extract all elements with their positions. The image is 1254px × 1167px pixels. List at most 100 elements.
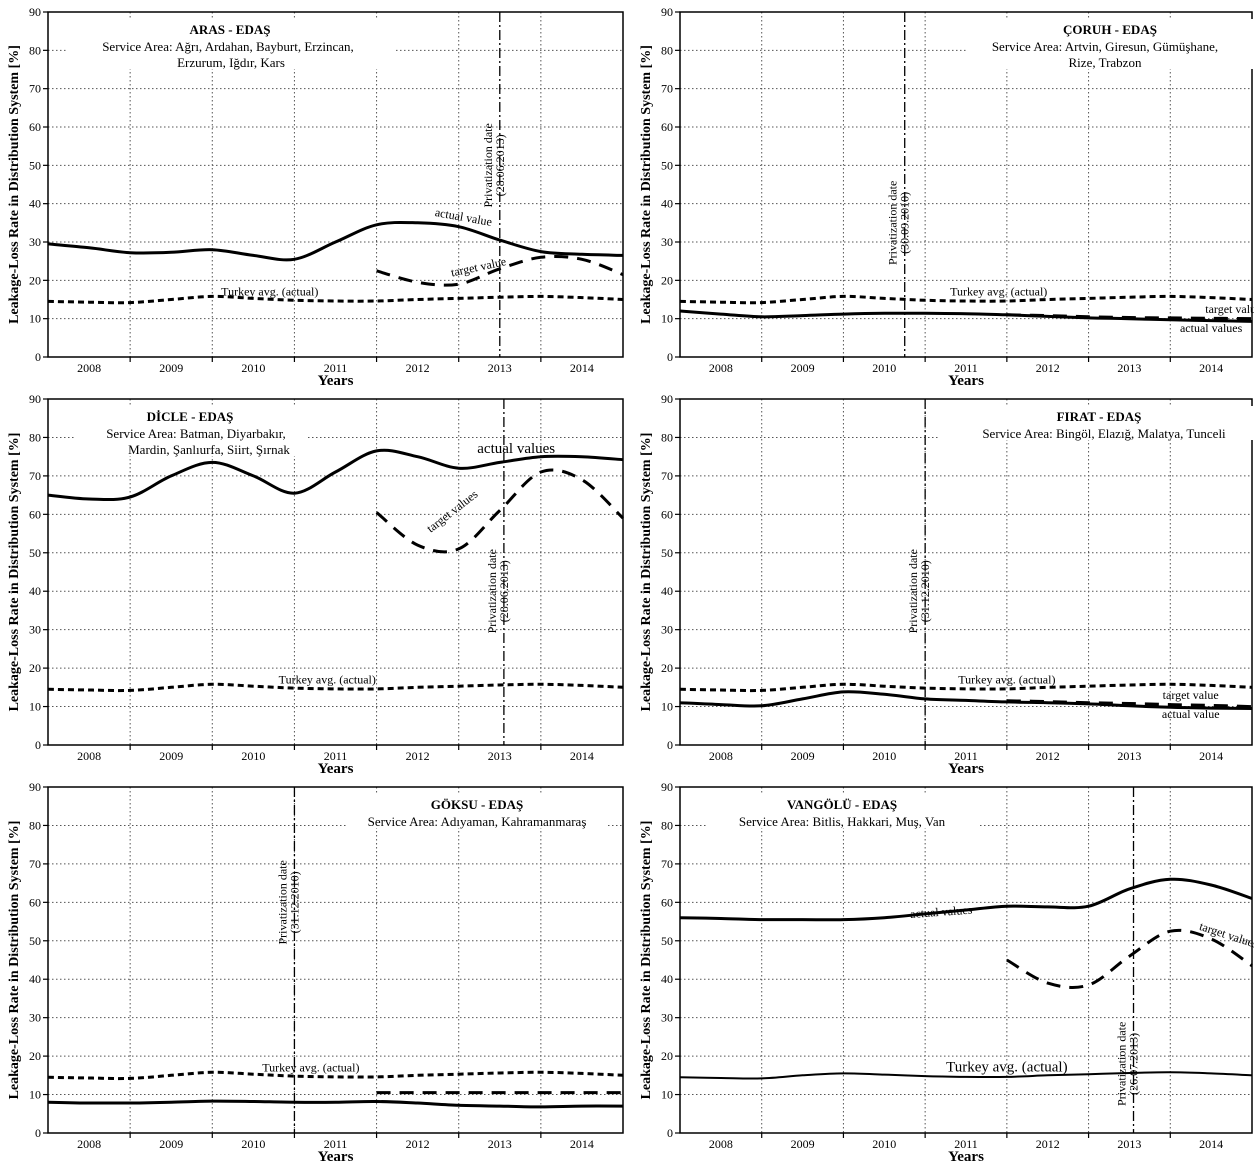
y-tick-label: 40	[29, 972, 41, 986]
series-line-3	[679, 690, 1253, 710]
y-tick-label: 30	[661, 1011, 673, 1025]
privatization-label: Privatization date	[481, 123, 495, 207]
privatization-label: (26.07.2013)	[1127, 1033, 1141, 1095]
x-tick-label: 2009	[791, 361, 815, 375]
series-label: target value	[450, 254, 508, 279]
y-axis-label: Leakage-Loss Rate in Distribution System…	[639, 433, 654, 712]
y-tick-label: 40	[29, 197, 41, 211]
y-tick-label: 30	[661, 623, 673, 637]
x-tick-label: 2012	[1036, 749, 1060, 763]
series-label: Turkey avg. (actual)	[950, 285, 1047, 299]
series-label: actual values	[910, 903, 973, 921]
privatization-label: (28.06.2013)	[493, 134, 507, 196]
y-tick-label: 90	[661, 392, 673, 406]
y-tick-label: 0	[667, 738, 673, 752]
y-tick-label: 20	[29, 273, 41, 287]
series-line-1	[47, 1070, 624, 1081]
y-tick-label: 20	[661, 273, 673, 287]
chart-title: VANGÖLÜ - EDAŞ	[787, 797, 897, 812]
x-tick-label: 2008	[77, 361, 101, 375]
chart-subtitle: Service Area: Batman, Diyarbakır,	[106, 426, 286, 441]
x-tick-label: 2008	[709, 1137, 733, 1151]
series-label: Turkey avg. (actual)	[262, 1060, 359, 1074]
plot-frame	[47, 398, 624, 746]
series-line-2	[375, 468, 625, 554]
y-tick-label: 70	[661, 469, 673, 483]
x-tick-label: 2011	[324, 361, 348, 375]
title-backdrop	[65, 19, 395, 69]
chart-panel-4: 0 10 20 30 40 50 60 70 80 90 2008 2009 2010 2011 2012 2…	[639, 392, 1254, 777]
y-tick-label: 70	[29, 82, 41, 96]
x-tick-label: 2011	[954, 1137, 978, 1151]
x-tick-label: 2014	[1199, 361, 1223, 375]
chart-subtitle: Service Area: Adıyaman, Kahramanmaraş	[368, 814, 587, 829]
series-label: target value	[1163, 688, 1219, 702]
x-tick-label: 2010	[872, 749, 896, 763]
chart-subtitle: Service Area: Ağrı, Ardahan, Bayburt, Er…	[102, 39, 354, 54]
y-tick-label: 30	[29, 1011, 41, 1025]
y-tick-label: 80	[661, 818, 673, 832]
y-tick-label: 60	[29, 507, 41, 521]
y-tick-label: 60	[661, 895, 673, 909]
chart-title: DİCLE - EDAŞ	[147, 409, 234, 424]
series-line-1	[47, 448, 624, 502]
y-tick-label: 20	[29, 661, 41, 675]
y-tick-label: 60	[29, 895, 41, 909]
y-tick-label: 50	[661, 546, 673, 560]
x-tick-label: 2013	[1117, 749, 1141, 763]
y-tick-label: 90	[29, 392, 41, 406]
x-tick-label: 2010	[241, 1137, 265, 1151]
privatization-label: Privatization date	[1115, 1022, 1129, 1106]
y-tick-label: 80	[661, 43, 673, 57]
x-tick-label: 2010	[241, 361, 265, 375]
y-tick-label: 60	[29, 120, 41, 134]
chart-title: GÖKSU - EDAŞ	[431, 797, 523, 812]
plot-frame	[47, 786, 624, 1134]
x-tick-label: 2009	[159, 749, 183, 763]
series-line-2	[376, 254, 624, 287]
privatization-label: Privatization date	[275, 860, 289, 944]
x-tick-label: 2014	[1199, 1137, 1223, 1151]
x-tick-label: 2010	[872, 1137, 896, 1151]
chart-panel-2: 0 10 20 30 40 50 60 70 80 90 2008 2009 2010 2011 2012 2…	[639, 5, 1254, 389]
y-tick-label: 20	[661, 661, 673, 675]
title-backdrop	[966, 19, 1254, 69]
y-axis-label: Leakage-Loss Rate in Distribution System…	[7, 821, 22, 1100]
y-tick-label: 10	[29, 312, 41, 326]
x-tick-label: 2008	[77, 749, 101, 763]
y-axis-label: Leakage-Loss Rate in Distribution System…	[7, 45, 22, 324]
y-tick-label: 0	[35, 738, 41, 752]
y-tick-label: 80	[29, 818, 41, 832]
series-line-1	[679, 877, 1253, 922]
series-line-1	[679, 294, 1253, 305]
y-tick-label: 50	[29, 934, 41, 948]
y-tick-label: 0	[667, 1126, 673, 1140]
plot-frame	[679, 786, 1253, 1134]
series-line-3	[679, 309, 1253, 323]
series-line-2	[1006, 699, 1253, 709]
x-tick-label: 2011	[324, 749, 348, 763]
y-tick-label: 0	[35, 350, 41, 364]
y-tick-label: 50	[661, 934, 673, 948]
x-tick-label: 2012	[1036, 1137, 1060, 1151]
y-tick-label: 70	[29, 469, 41, 483]
x-tick-label: 2009	[159, 1137, 183, 1151]
plot-frame	[679, 11, 1253, 358]
x-tick-label: 2013	[488, 1137, 512, 1151]
series-line-1	[47, 220, 624, 262]
privatization-label: (28.06.2013)	[497, 560, 511, 622]
x-tick-label: 2012	[1036, 361, 1060, 375]
y-tick-label: 60	[661, 507, 673, 521]
y-tick-label: 10	[661, 1088, 673, 1102]
x-tick-label: 2011	[954, 361, 978, 375]
chart-panel-6: 0 10 20 30 40 50 60 70 80 90 2008 2009 2010 2011 2012 2…	[639, 780, 1254, 1165]
privatization-label: Privatization date	[886, 181, 900, 265]
y-tick-label: 40	[661, 584, 673, 598]
x-tick-label: 2013	[1117, 361, 1141, 375]
series-label: target values	[1205, 302, 1254, 316]
y-tick-label: 40	[29, 584, 41, 598]
x-axis-label: Years	[318, 373, 354, 389]
x-axis-label: Years	[318, 1149, 354, 1165]
series-line-3	[679, 1071, 1253, 1080]
x-tick-label: 2014	[570, 361, 594, 375]
